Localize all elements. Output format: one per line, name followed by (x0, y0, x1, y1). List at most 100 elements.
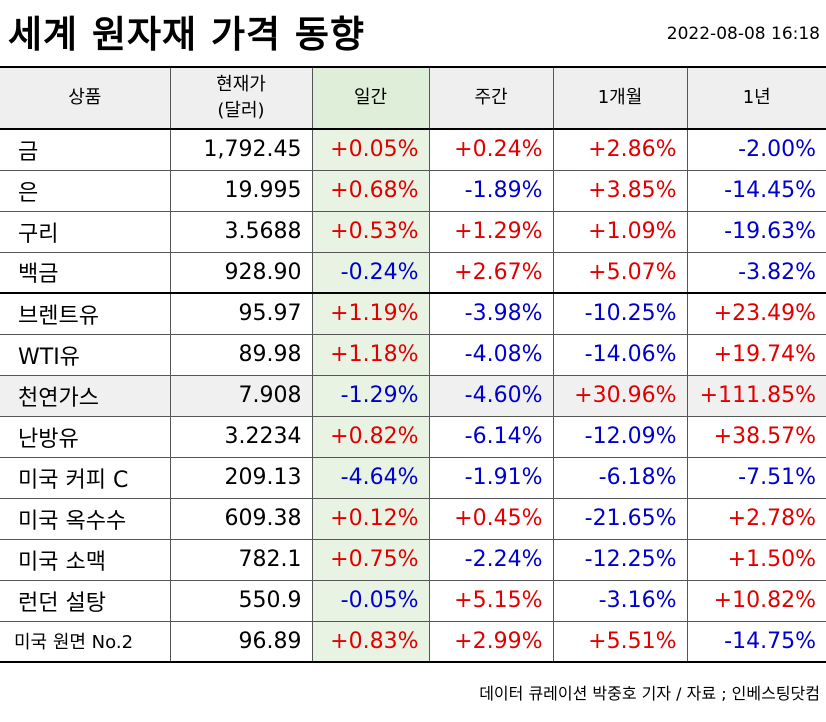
month-change-cell: +5.51% (552, 620, 688, 663)
commodity-name: 구리 (0, 210, 171, 253)
week-change-cell: +2.99% (428, 620, 554, 663)
price-cell: 209.13 (169, 456, 313, 499)
price-cell: 7.908 (169, 374, 313, 417)
price-cell: 3.5688 (169, 210, 313, 253)
price-cell: 928.90 (169, 251, 313, 294)
timestamp: 2022-08-08 16:18 (666, 24, 820, 44)
table-row: 천연가스 7.908 -1.29% -4.60% +30.96% +111.85% (0, 374, 826, 417)
day-change-cell: +0.68% (311, 169, 430, 212)
month-change-cell: -3.16% (552, 579, 688, 622)
week-change-cell: +2.67% (428, 251, 554, 294)
year-change-cell: +2.78% (686, 497, 826, 540)
commodity-name: 난방유 (0, 415, 171, 458)
commodity-name: 은 (0, 169, 171, 212)
month-change-cell: +2.86% (552, 128, 688, 171)
day-change-cell: -1.29% (311, 374, 430, 417)
year-change-cell: -2.00% (686, 128, 826, 171)
table-row: 미국 커피 C 209.13 -4.64% -1.91% -6.18% -7.51% (0, 456, 826, 499)
price-cell: 96.89 (169, 620, 313, 663)
year-change-cell: -14.45% (686, 169, 826, 212)
header-day: 일간 (311, 66, 430, 130)
table-row: 미국 원면 No.2 96.89 +0.83% +2.99% +5.51% -14.75% (0, 620, 826, 663)
month-change-cell: -21.65% (552, 497, 688, 540)
year-change-cell: -19.63% (686, 210, 826, 253)
month-change-cell: +30.96% (552, 374, 688, 417)
day-change-cell: +1.18% (311, 333, 430, 376)
year-change-cell: -3.82% (686, 251, 826, 294)
commodity-name: 미국 소맥 (0, 538, 171, 581)
day-change-cell: +0.83% (311, 620, 430, 663)
table-row: 백금 928.90 -0.24% +2.67% +5.07% -3.82% (0, 251, 826, 294)
day-change-cell: -4.64% (311, 456, 430, 499)
day-change-cell: +0.12% (311, 497, 430, 540)
table-row: 브렌트유 95.97 +1.19% -3.98% -10.25% +23.49% (0, 292, 826, 335)
year-change-cell: +19.74% (686, 333, 826, 376)
week-change-cell: -1.89% (428, 169, 554, 212)
year-change-cell: +38.57% (686, 415, 826, 458)
month-change-cell: -6.18% (552, 456, 688, 499)
month-change-cell: +5.07% (552, 251, 688, 294)
week-change-cell: -2.24% (428, 538, 554, 581)
week-change-cell: -3.98% (428, 292, 554, 335)
commodity-name: 미국 커피 C (0, 456, 171, 499)
day-change-cell: -0.05% (311, 579, 430, 622)
price-cell: 1,792.45 (169, 128, 313, 171)
price-cell: 3.2234 (169, 415, 313, 458)
month-change-cell: -12.09% (552, 415, 688, 458)
week-change-cell: +0.45% (428, 497, 554, 540)
day-change-cell: +0.05% (311, 128, 430, 171)
day-change-cell: +0.53% (311, 210, 430, 253)
price-cell: 609.38 (169, 497, 313, 540)
commodity-name: 백금 (0, 251, 171, 294)
source-credit: 데이터 큐레이션 박중호 기자 / 자료 ; 인베스팅닷컴 (479, 684, 820, 703)
table-row: 미국 옥수수 609.38 +0.12% +0.45% -21.65% +2.78% (0, 497, 826, 540)
commodity-name: WTI유 (0, 333, 171, 376)
year-change-cell: +1.50% (686, 538, 826, 581)
header-price-line2: (달러) (217, 100, 265, 121)
commodity-table: 상품 현재가 (달러) 일간 주간 1개월 1년 금 1,792.45 +0.05%… (0, 66, 826, 663)
month-change-cell: -14.06% (552, 333, 688, 376)
table-body: 금 1,792.45 +0.05% +0.24% +2.86% -2.00% 은 19.995… (0, 128, 826, 663)
day-change-cell: +1.19% (311, 292, 430, 335)
price-cell: 550.9 (169, 579, 313, 622)
table-row: 은 19.995 +0.68% -1.89% +3.85% -14.45% (0, 169, 826, 212)
header-price-line1: 현재가 (216, 74, 266, 95)
header-month: 1개월 (552, 66, 688, 130)
day-change-cell: -0.24% (311, 251, 430, 294)
year-change-cell: +111.85% (686, 374, 826, 417)
week-change-cell: +1.29% (428, 210, 554, 253)
week-change-cell: +0.24% (428, 128, 554, 171)
year-change-cell: -7.51% (686, 456, 826, 499)
month-change-cell: -12.25% (552, 538, 688, 581)
table-row: WTI유 89.98 +1.18% -4.08% -14.06% +19.74% (0, 333, 826, 376)
header-price: 현재가 (달러) (169, 66, 313, 130)
commodity-name: 런던 설탕 (0, 579, 171, 622)
table-row: 난방유 3.2234 +0.82% -6.14% -12.09% +38.57% (0, 415, 826, 458)
header-week: 주간 (428, 66, 554, 130)
price-cell: 89.98 (169, 333, 313, 376)
price-cell: 782.1 (169, 538, 313, 581)
year-change-cell: +10.82% (686, 579, 826, 622)
week-change-cell: +5.15% (428, 579, 554, 622)
day-change-cell: +0.82% (311, 415, 430, 458)
page-title: 세계 원자재 가격 동향 (8, 13, 366, 56)
header-year: 1년 (686, 66, 826, 130)
table-row: 구리 3.5688 +0.53% +1.29% +1.09% -19.63% (0, 210, 826, 253)
table-row: 금 1,792.45 +0.05% +0.24% +2.86% -2.00% (0, 128, 826, 171)
table-row: 미국 소맥 782.1 +0.75% -2.24% -12.25% +1.50% (0, 538, 826, 581)
commodity-name: 미국 원면 No.2 (0, 620, 171, 663)
price-cell: 19.995 (169, 169, 313, 212)
commodity-name: 금 (0, 128, 171, 171)
header-product: 상품 (0, 66, 171, 130)
week-change-cell: -6.14% (428, 415, 554, 458)
commodity-name: 미국 옥수수 (0, 497, 171, 540)
day-change-cell: +0.75% (311, 538, 430, 581)
month-change-cell: +1.09% (552, 210, 688, 253)
month-change-cell: -10.25% (552, 292, 688, 335)
price-cell: 95.97 (169, 292, 313, 335)
month-change-cell: +3.85% (552, 169, 688, 212)
commodity-name: 브렌트유 (0, 292, 171, 335)
week-change-cell: -1.91% (428, 456, 554, 499)
week-change-cell: -4.08% (428, 333, 554, 376)
year-change-cell: +23.49% (686, 292, 826, 335)
